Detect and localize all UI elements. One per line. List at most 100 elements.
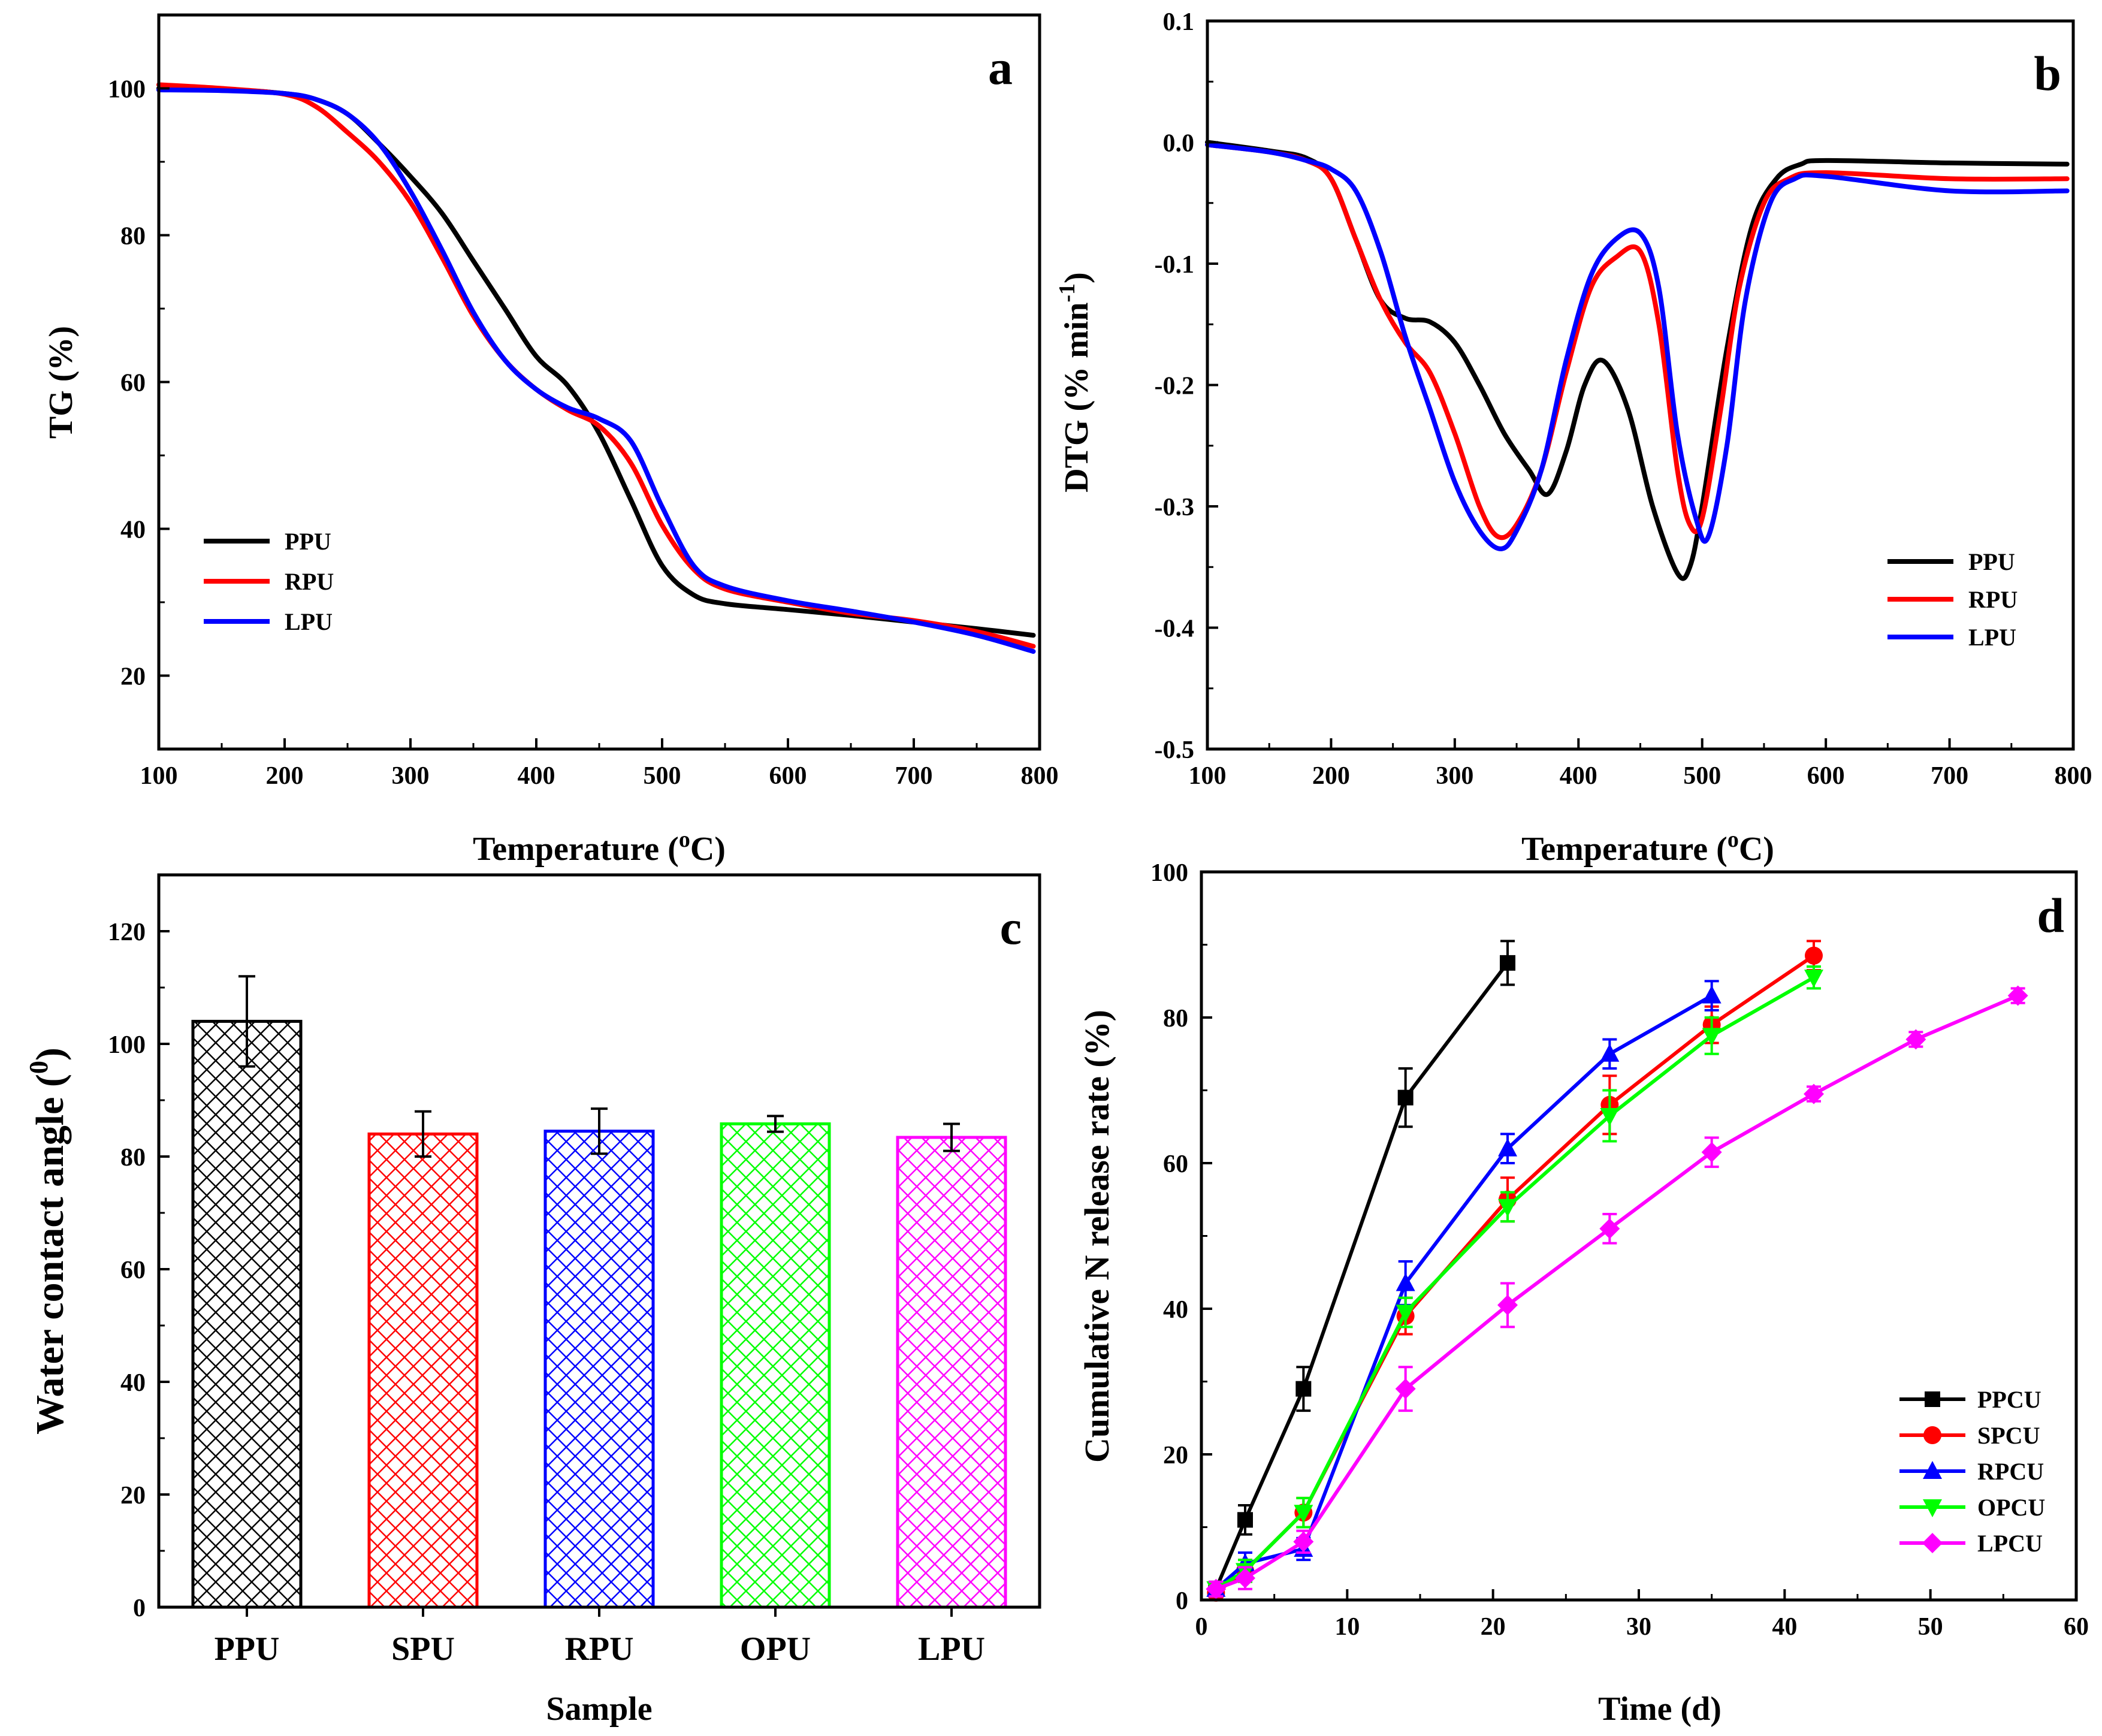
x-tick-label: 20 bbox=[1481, 1613, 1506, 1641]
y-axis-title-tail: ) bbox=[28, 1047, 72, 1061]
point-lpcu bbox=[1804, 1083, 1824, 1104]
legend-label-rpu: RPU bbox=[285, 568, 334, 595]
y-tick-label: 40 bbox=[1163, 1296, 1188, 1324]
x-axis-title-main: Temperature ( bbox=[473, 831, 679, 868]
x-tick-label: 40 bbox=[1772, 1613, 1797, 1641]
tick-layer: 100 200 300 400 500 600 700 800 -0.5 -0.4 -0.3 -0.2… bbox=[1155, 8, 2092, 790]
legend: PPCU SPCU RPCU OPCU LPCU bbox=[1899, 1386, 2045, 1557]
point-ppcu bbox=[1295, 1381, 1312, 1397]
series-line-lpu bbox=[156, 87, 1036, 654]
point-ppcu bbox=[1237, 1512, 1253, 1528]
y-tick-label: 80 bbox=[120, 1144, 146, 1172]
y-axis-title: DTG (% min-1) bbox=[1055, 272, 1095, 493]
plot-frame bbox=[1206, 19, 2075, 751]
x-tick-label: 200 bbox=[266, 762, 304, 790]
plot-frame bbox=[157, 13, 1041, 751]
category-label: OPU bbox=[740, 1631, 811, 1668]
series-line-ppu bbox=[1205, 140, 2070, 581]
y-tick-label: 80 bbox=[120, 223, 146, 250]
x-tick-label: 300 bbox=[1436, 762, 1473, 790]
category-label: SPU bbox=[391, 1631, 455, 1668]
panel-letter: b bbox=[2034, 46, 2061, 101]
y-tick-label: 120 bbox=[108, 919, 146, 946]
legend-marker-opcu bbox=[1923, 1499, 1942, 1517]
series-line-opcu bbox=[1215, 976, 1815, 1591]
panel-a-tg-chart: 100 200 300 400 500 600 700 800 20 40 60 80 100 a TG… bbox=[43, 13, 1059, 868]
series-line-rpu bbox=[1205, 142, 2070, 541]
x-tick-label: 50 bbox=[1918, 1613, 1943, 1641]
legend-marker-lpcu bbox=[1922, 1533, 1943, 1553]
y-axis-title-main: DTG (% min bbox=[1058, 302, 1095, 492]
legend-label-opcu: OPCU bbox=[1977, 1494, 2045, 1521]
x-axis-title-tail: C) bbox=[690, 831, 726, 868]
category-label: RPU bbox=[564, 1631, 633, 1668]
y-tick-label: 60 bbox=[120, 1257, 146, 1284]
tick-layer: 0 20 40 60 80 100 120 bbox=[108, 919, 170, 1622]
y-axis-title-tail: ) bbox=[1058, 272, 1095, 283]
y-tick-label: 0.1 bbox=[1163, 8, 1195, 36]
panel-letter: d bbox=[2037, 888, 2064, 943]
point-rpcu bbox=[1396, 1273, 1415, 1291]
point-opcu bbox=[1396, 1305, 1415, 1323]
legend-marker-ppcu bbox=[1925, 1391, 1940, 1407]
plot-frame bbox=[157, 873, 1041, 1609]
x-tick-label: 100 bbox=[140, 762, 178, 790]
plot-frame bbox=[1200, 870, 2078, 1602]
y-tick-label: -0.4 bbox=[1155, 615, 1195, 643]
tick-layer: 0 10 20 30 40 50 60 0 20 40 60 80 100 bbox=[1150, 859, 2089, 1641]
series-line-lpcu bbox=[1215, 994, 2019, 1591]
x-axis-title-superscript: o bbox=[1727, 827, 1739, 852]
y-tick-label: 100 bbox=[108, 1031, 146, 1059]
y-axis-title: Cumulative N release rate (%) bbox=[1077, 1010, 1116, 1463]
legend: PPU RPU LPU bbox=[1887, 548, 2018, 651]
point-ppcu bbox=[1500, 955, 1515, 971]
y-tick-label: -0.2 bbox=[1155, 373, 1195, 400]
category-label: PPU bbox=[215, 1631, 280, 1668]
y-tick-label: 20 bbox=[120, 663, 146, 691]
series-line-rpu bbox=[156, 82, 1036, 649]
x-tick-label: 400 bbox=[518, 762, 555, 790]
point-opcu bbox=[1600, 1108, 1620, 1127]
x-tick-label: 200 bbox=[1312, 762, 1350, 790]
legend-label-lpcu: LPCU bbox=[1977, 1530, 2043, 1557]
legend-label-spcu: SPCU bbox=[1977, 1422, 2040, 1449]
panel-d-nitrogen-release-chart: 0 10 20 30 40 50 60 0 20 40 60 80 100 d Cumulative N… bbox=[1077, 859, 2089, 1728]
point-opcu bbox=[1804, 970, 1823, 988]
legend-label-lpu: LPU bbox=[1968, 624, 2016, 651]
y-tick-label: -0.5 bbox=[1155, 736, 1195, 764]
legend-label-ppu: PPU bbox=[1968, 548, 2015, 575]
series-layer bbox=[1205, 140, 2070, 581]
x-axis-title: Sample bbox=[546, 1690, 652, 1728]
legend-label-ppcu: PPCU bbox=[1977, 1386, 2041, 1413]
legend-label-ppu: PPU bbox=[285, 528, 331, 555]
point-ppcu bbox=[1397, 1089, 1414, 1106]
x-tick-label: 800 bbox=[2055, 762, 2092, 790]
point-lpcu bbox=[1497, 1294, 1518, 1315]
y-axis-title-superscript: 0 bbox=[24, 1061, 53, 1074]
x-tick-label: 500 bbox=[1683, 762, 1721, 790]
x-tick-label: 300 bbox=[392, 762, 430, 790]
legend-marker-rpcu bbox=[1923, 1461, 1942, 1479]
x-tick-label: 600 bbox=[1807, 762, 1845, 790]
point-lpcu bbox=[1701, 1142, 1722, 1163]
y-tick-label: 0.0 bbox=[1163, 130, 1195, 158]
x-axis-title-main: Temperature ( bbox=[1521, 831, 1727, 868]
point-lpcu bbox=[2007, 985, 2028, 1006]
y-axis-title: Water contact angle (0) bbox=[24, 1047, 72, 1435]
point-opcu bbox=[1702, 1028, 1722, 1046]
legend-label-rpcu: RPCU bbox=[1977, 1458, 2044, 1485]
y-tick-label: 20 bbox=[120, 1482, 146, 1509]
bar-opu bbox=[720, 1122, 831, 1609]
y-axis-title-superscript: -1 bbox=[1055, 283, 1080, 303]
legend-label-lpu: LPU bbox=[285, 608, 333, 635]
x-axis-title: Time (d) bbox=[1598, 1690, 1722, 1728]
point-rpcu bbox=[1498, 1138, 1517, 1157]
x-tick-label: 700 bbox=[895, 762, 933, 790]
y-tick-label: 100 bbox=[108, 76, 146, 104]
bar-lpu bbox=[896, 1136, 1007, 1609]
panel-c-contact-angle-chart: PPU SPU RPU OPU LPU 0 20 40 60 80 100 120 c Water … bbox=[24, 873, 1041, 1728]
x-tick-label: 600 bbox=[769, 762, 807, 790]
point-opcu bbox=[1294, 1505, 1313, 1523]
x-tick-label: 0 bbox=[1195, 1613, 1208, 1641]
